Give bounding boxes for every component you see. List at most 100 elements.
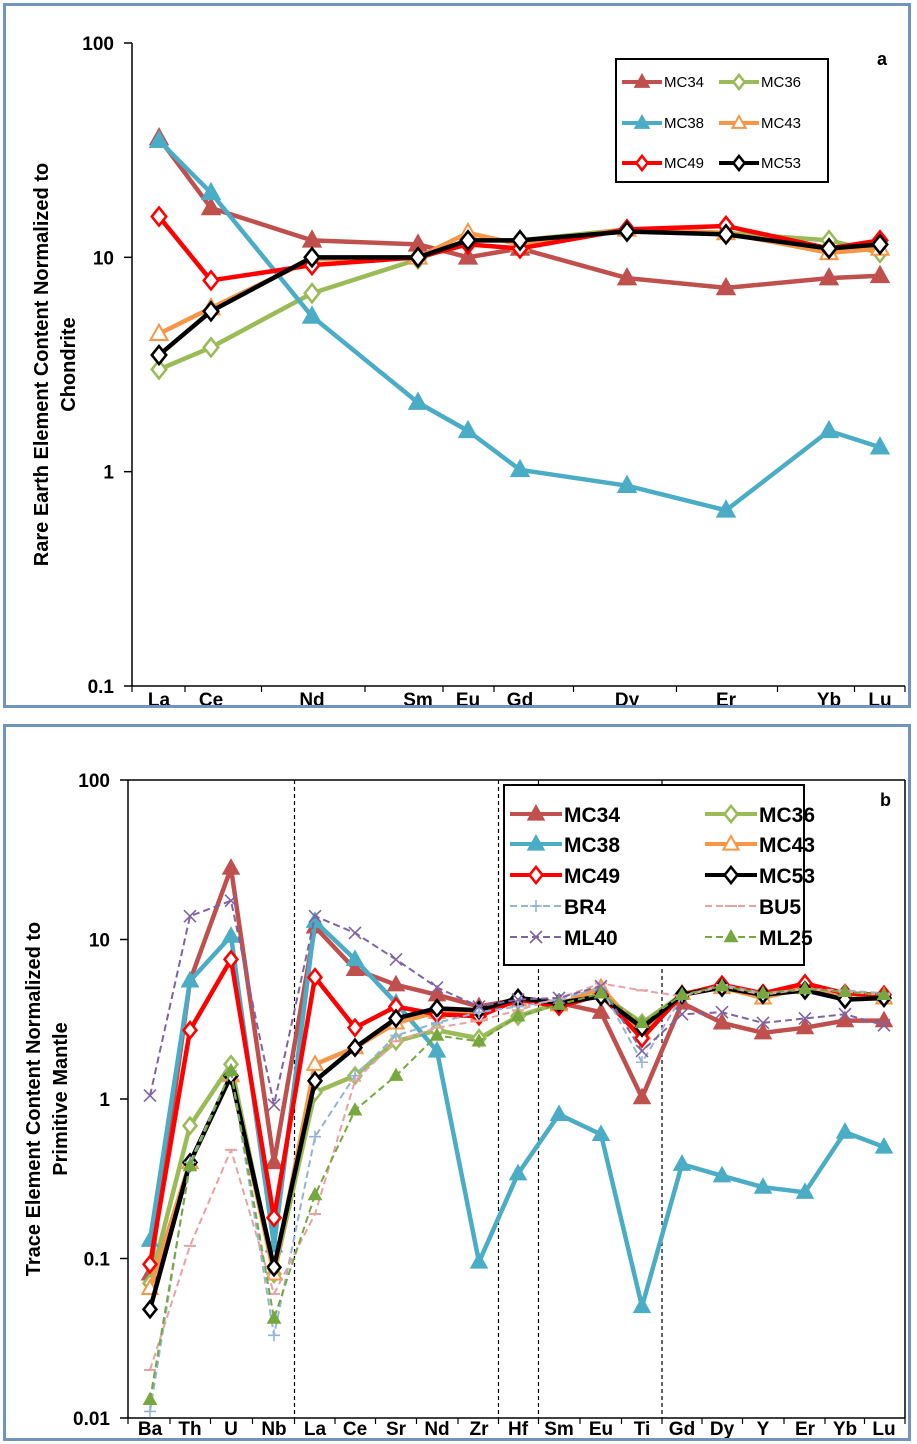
data-point (268, 1329, 280, 1342)
data-point (200, 196, 222, 216)
x-tick-label: Dy (710, 1419, 735, 1438)
data-point (672, 1154, 692, 1171)
data-point (347, 1102, 363, 1116)
data-point (551, 996, 567, 1010)
data-point (871, 233, 889, 256)
data-point (144, 1405, 156, 1418)
x-tick-label: Eu (456, 690, 480, 705)
x-tick-label: Yb (817, 690, 841, 705)
x-tick-label: Ti (634, 1419, 651, 1438)
x-tick-label: La (148, 690, 171, 705)
data-point (877, 1018, 891, 1032)
legend-label: MC38 (564, 834, 620, 857)
data-point (835, 1122, 855, 1139)
x-tick-label: Er (716, 690, 737, 705)
data-point (202, 269, 220, 292)
data-point (264, 1152, 284, 1170)
data-point (635, 1044, 649, 1058)
data-point (143, 1089, 157, 1103)
x-tick-label: Eu (589, 1419, 613, 1438)
data-point (388, 1067, 404, 1081)
data-point (795, 1182, 815, 1199)
panel-label: a (877, 49, 888, 69)
data-point (876, 986, 892, 1001)
legend-label: MC38 (664, 115, 704, 132)
data-point (265, 1207, 283, 1228)
data-point (389, 952, 403, 966)
y-tick-label: 100 (78, 771, 110, 792)
legend-marker (722, 803, 740, 825)
x-tick-label: Zr (470, 1419, 490, 1438)
legend: MC34 MC36 MC38 MC43 MC49 MC53 (615, 58, 829, 183)
data-point (674, 986, 690, 1001)
data-point (632, 1087, 652, 1105)
data-point (429, 1027, 445, 1041)
data-point (471, 1033, 487, 1047)
data-point (142, 1391, 158, 1406)
legend-label: ML25 (759, 927, 813, 950)
x-tick-label: Nd (299, 690, 324, 705)
data-point (549, 1104, 569, 1122)
y-axis-label-line: Primitive Mantle (50, 1022, 72, 1175)
data-point (715, 499, 737, 518)
data-point (618, 220, 636, 243)
data-point (345, 959, 365, 976)
data-point (820, 237, 838, 260)
data-point (200, 181, 222, 201)
data-point (714, 978, 730, 992)
legend-marker (634, 153, 650, 173)
data-point (838, 1007, 852, 1021)
data-point (303, 246, 321, 269)
data-point (472, 999, 486, 1014)
data-point (202, 336, 220, 359)
data-point (632, 1296, 652, 1314)
y-axis-label-line: Rare Earth Element Content Normalized to (31, 163, 53, 566)
legend-marker (526, 803, 546, 821)
data-point (715, 1005, 729, 1019)
data-point (511, 993, 525, 1007)
series-line (149, 985, 885, 1400)
series-line (157, 229, 881, 357)
legend-label: MC53 (759, 865, 815, 888)
data-point (835, 1010, 855, 1028)
data-point (346, 1037, 364, 1058)
legend-label: MC36 (761, 74, 801, 91)
data-point (223, 1062, 239, 1077)
legend-label: MC49 (664, 155, 704, 172)
legend-marker (527, 864, 545, 886)
data-point (818, 267, 840, 286)
data-point (510, 1008, 526, 1022)
data-point (150, 205, 168, 228)
data-point (266, 1310, 282, 1324)
x-tick-label: Nd (424, 1419, 449, 1438)
chart-a: 0.1 1 10 100 La Ce Nd Sm Eu Gd Dy Er Yb Lu Rare Earth … (31, 34, 906, 705)
data-point (634, 1014, 650, 1029)
data-point (511, 229, 529, 252)
y-axis-label-line: Chondrite (58, 317, 80, 411)
data-point (593, 985, 609, 999)
x-tick-label: Gd (507, 690, 533, 705)
y-axis-label: Trace Element Content Normalized to Primi… (23, 922, 72, 1277)
data-point (874, 1136, 894, 1154)
legend-marker (721, 833, 741, 851)
x-tick-label: Er (795, 1419, 816, 1438)
legend: MC34 MC36 MC38 MC43 MC49 MC53 BR4 BU5 ML40 ML25 (503, 784, 815, 966)
y-tick-label: 10 (89, 931, 110, 952)
y-tick-label: 100 (82, 34, 114, 55)
series-line (157, 139, 881, 513)
data-point (409, 246, 427, 269)
data-point (717, 223, 735, 246)
data-point (636, 1056, 648, 1069)
legend-marker (529, 930, 543, 944)
data-point (755, 985, 771, 999)
y-tick-label: 10 (93, 248, 114, 269)
x-tick-label: Gd (669, 1419, 695, 1438)
legend-label: BU5 (759, 896, 801, 919)
data-point (183, 909, 197, 923)
data-point (427, 1040, 447, 1058)
legend-label: MC49 (564, 865, 620, 888)
data-point (180, 970, 200, 988)
legend-marker (633, 113, 651, 129)
data-point (715, 276, 737, 296)
data-point (756, 1016, 770, 1030)
